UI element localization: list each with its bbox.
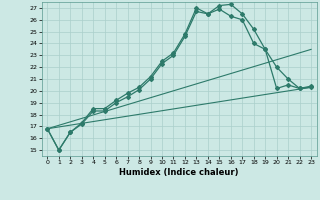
X-axis label: Humidex (Indice chaleur): Humidex (Indice chaleur) bbox=[119, 168, 239, 177]
